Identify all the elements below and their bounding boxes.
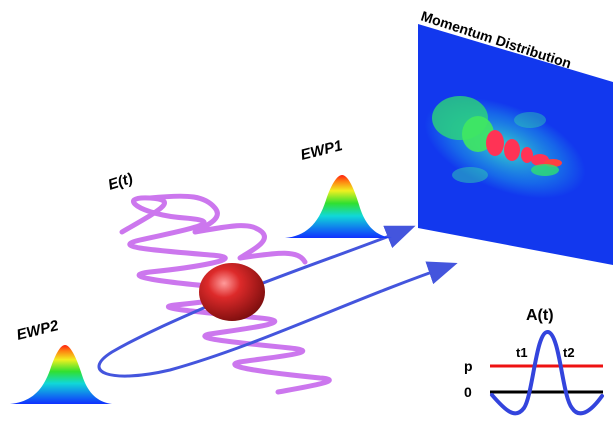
laser-field-wave-upper [147, 193, 308, 265]
field-label: E(t) [106, 170, 135, 194]
ewp1-label: EWP1 [299, 137, 344, 164]
t2-label: t2 [563, 345, 575, 360]
p-label: p [464, 358, 473, 374]
vector-potential-curve [490, 330, 604, 416]
ewp2-label: EWP2 [15, 317, 61, 344]
trajectory-rescattered [97, 261, 458, 378]
t1-label: t1 [516, 345, 528, 360]
vector-potential-inset: A(t) t1 t2 p 0 [464, 307, 604, 416]
momentum-distribution-pattern [424, 96, 586, 199]
zero-label: 0 [464, 384, 472, 400]
wave-packet-ewp2: EWP2 [10, 317, 112, 404]
detector-screen: Momentum Distribution [418, 8, 613, 265]
vector-potential-label: A(t) [526, 307, 554, 324]
atom [199, 263, 265, 321]
wave-packet-ewp1: EWP1 [285, 137, 392, 238]
